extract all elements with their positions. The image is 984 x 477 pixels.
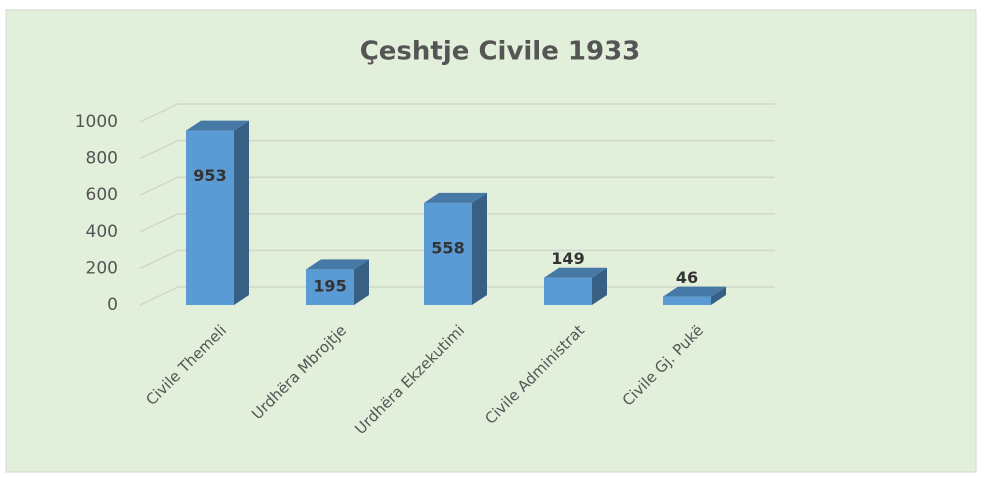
- y-tick-label: 800: [86, 149, 118, 169]
- bar-front: [186, 130, 234, 305]
- y-tick-label: 600: [86, 185, 118, 205]
- bar-top: [424, 192, 487, 203]
- grid-line: [139, 213, 775, 233]
- y-tick-label: 200: [86, 258, 118, 278]
- grid-line: [139, 249, 775, 270]
- bar: [663, 286, 726, 305]
- y-tick-label: 400: [86, 222, 118, 242]
- bar-side: [354, 259, 369, 305]
- bar: [544, 267, 607, 305]
- bar-side: [592, 267, 607, 305]
- data-label: 149: [551, 249, 584, 268]
- bar: [306, 259, 369, 305]
- bar-front: [306, 269, 354, 305]
- bar-top: [186, 120, 249, 131]
- data-label: 46: [676, 268, 698, 287]
- bar-top: [306, 259, 369, 270]
- bar: [186, 120, 249, 305]
- bar: [424, 192, 487, 305]
- data-label: 953: [193, 166, 226, 185]
- bar-front: [544, 277, 592, 305]
- bar-top: [663, 286, 726, 297]
- bar-side: [711, 286, 726, 305]
- chart-title: Çeshtje Civile 1933: [360, 37, 641, 67]
- bar-side: [234, 120, 249, 305]
- grid-line: [139, 176, 775, 196]
- y-tick-label: 0: [107, 295, 118, 315]
- grid-line: [139, 139, 775, 160]
- y-tick-label: 1000: [75, 112, 118, 132]
- bar-front: [424, 202, 472, 305]
- grid-line: [139, 103, 775, 123]
- data-label: 558: [431, 238, 464, 257]
- bar-side: [472, 192, 487, 305]
- bar-top: [544, 267, 607, 278]
- chart-area: [5, 9, 977, 473]
- bar-front: [663, 296, 711, 305]
- data-label: 195: [313, 277, 346, 296]
